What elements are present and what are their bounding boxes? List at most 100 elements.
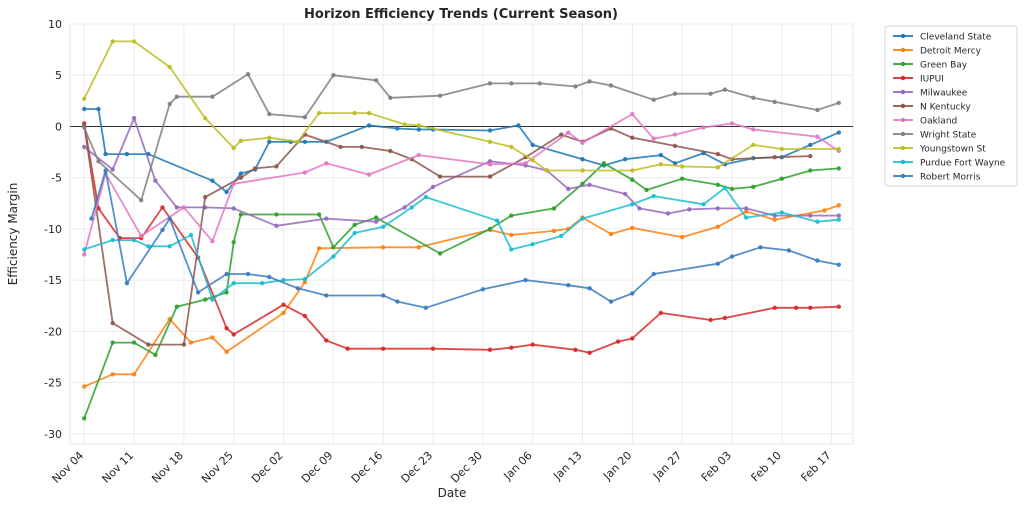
data-point xyxy=(324,338,329,343)
data-point xyxy=(224,189,229,195)
data-point xyxy=(658,310,663,316)
data-point xyxy=(615,339,621,344)
data-point xyxy=(153,178,158,183)
legend-marker xyxy=(900,131,906,137)
series-line-oakland xyxy=(83,113,840,255)
data-point xyxy=(110,372,115,377)
data-point xyxy=(715,182,720,187)
data-point xyxy=(181,205,187,210)
data-point xyxy=(487,139,493,144)
series-wright-state xyxy=(82,72,841,203)
data-point xyxy=(174,304,179,309)
data-point xyxy=(82,125,87,130)
data-point xyxy=(210,239,215,244)
data-point xyxy=(195,290,201,295)
data-point xyxy=(815,258,820,263)
series-iupui xyxy=(82,121,841,355)
legend-marker xyxy=(900,47,906,53)
data-point xyxy=(110,320,115,326)
data-point xyxy=(210,297,215,302)
data-point xyxy=(808,168,813,173)
data-point xyxy=(302,276,308,282)
data-point xyxy=(509,144,514,150)
data-point xyxy=(231,145,236,151)
chart-title: Horizon Efficiency Trends (Current Seaso… xyxy=(304,7,618,22)
data-point xyxy=(324,161,329,166)
data-point xyxy=(110,340,115,345)
data-point xyxy=(153,352,158,358)
data-point xyxy=(430,346,436,351)
data-point xyxy=(672,91,678,96)
data-point xyxy=(245,72,251,77)
data-point xyxy=(751,95,756,101)
data-point xyxy=(174,205,179,210)
data-point xyxy=(836,130,841,135)
data-point xyxy=(224,349,229,354)
data-point xyxy=(608,83,614,88)
data-point xyxy=(174,94,179,99)
data-point xyxy=(281,310,286,316)
data-point xyxy=(402,122,407,127)
data-point xyxy=(665,211,671,216)
data-point xyxy=(729,121,735,126)
y-tick-label: -30 xyxy=(44,428,62,441)
legend-item-milwaukee: Milwaukee xyxy=(893,89,968,99)
data-point xyxy=(160,227,165,233)
data-point xyxy=(729,186,735,192)
data-point xyxy=(338,144,343,150)
data-point xyxy=(103,151,108,157)
data-point xyxy=(480,287,486,292)
data-point xyxy=(537,81,542,86)
data-point xyxy=(331,73,336,78)
plot-area xyxy=(69,23,854,445)
data-point xyxy=(267,111,272,117)
data-point xyxy=(836,146,841,152)
data-point xyxy=(722,185,728,191)
data-point xyxy=(516,123,521,128)
data-point xyxy=(651,193,656,199)
data-point xyxy=(772,155,777,160)
data-point xyxy=(96,106,101,112)
data-point xyxy=(608,299,614,304)
data-point xyxy=(729,254,735,259)
data-point xyxy=(274,164,279,169)
data-point xyxy=(587,182,592,187)
data-point xyxy=(487,162,493,167)
data-point xyxy=(167,244,172,249)
data-point xyxy=(651,271,656,277)
legend-item-youngstown-st: Youngstown St xyxy=(893,145,986,155)
y-axis-label: Efficiency Margin xyxy=(6,183,20,286)
data-point xyxy=(416,127,421,132)
data-point xyxy=(573,84,578,89)
data-point xyxy=(772,217,777,222)
data-point xyxy=(203,116,208,121)
data-point xyxy=(131,116,137,121)
data-point xyxy=(437,174,443,179)
data-point xyxy=(658,152,663,158)
data-point xyxy=(566,130,571,135)
data-point xyxy=(366,123,372,128)
legend-label: Green Bay xyxy=(920,61,968,71)
data-point xyxy=(509,247,514,252)
y-tick-label: -20 xyxy=(44,325,62,338)
data-point xyxy=(82,96,87,102)
data-point xyxy=(715,151,720,157)
legend: Cleveland State Detroit Mercy Green Bay IUP… xyxy=(884,25,1018,187)
data-point xyxy=(487,226,493,232)
data-point xyxy=(388,148,393,154)
data-point xyxy=(779,146,784,152)
data-point xyxy=(530,342,535,347)
data-point xyxy=(231,281,236,286)
y-tick-label: -10 xyxy=(44,223,62,236)
data-point xyxy=(231,240,236,245)
data-point xyxy=(416,123,421,128)
data-point xyxy=(630,135,635,140)
data-point xyxy=(366,110,372,116)
data-point xyxy=(82,247,87,252)
data-point xyxy=(701,125,706,130)
data-point xyxy=(423,194,429,200)
data-point xyxy=(373,219,379,224)
data-point xyxy=(715,261,720,266)
data-point xyxy=(324,216,329,221)
data-point xyxy=(836,262,841,267)
